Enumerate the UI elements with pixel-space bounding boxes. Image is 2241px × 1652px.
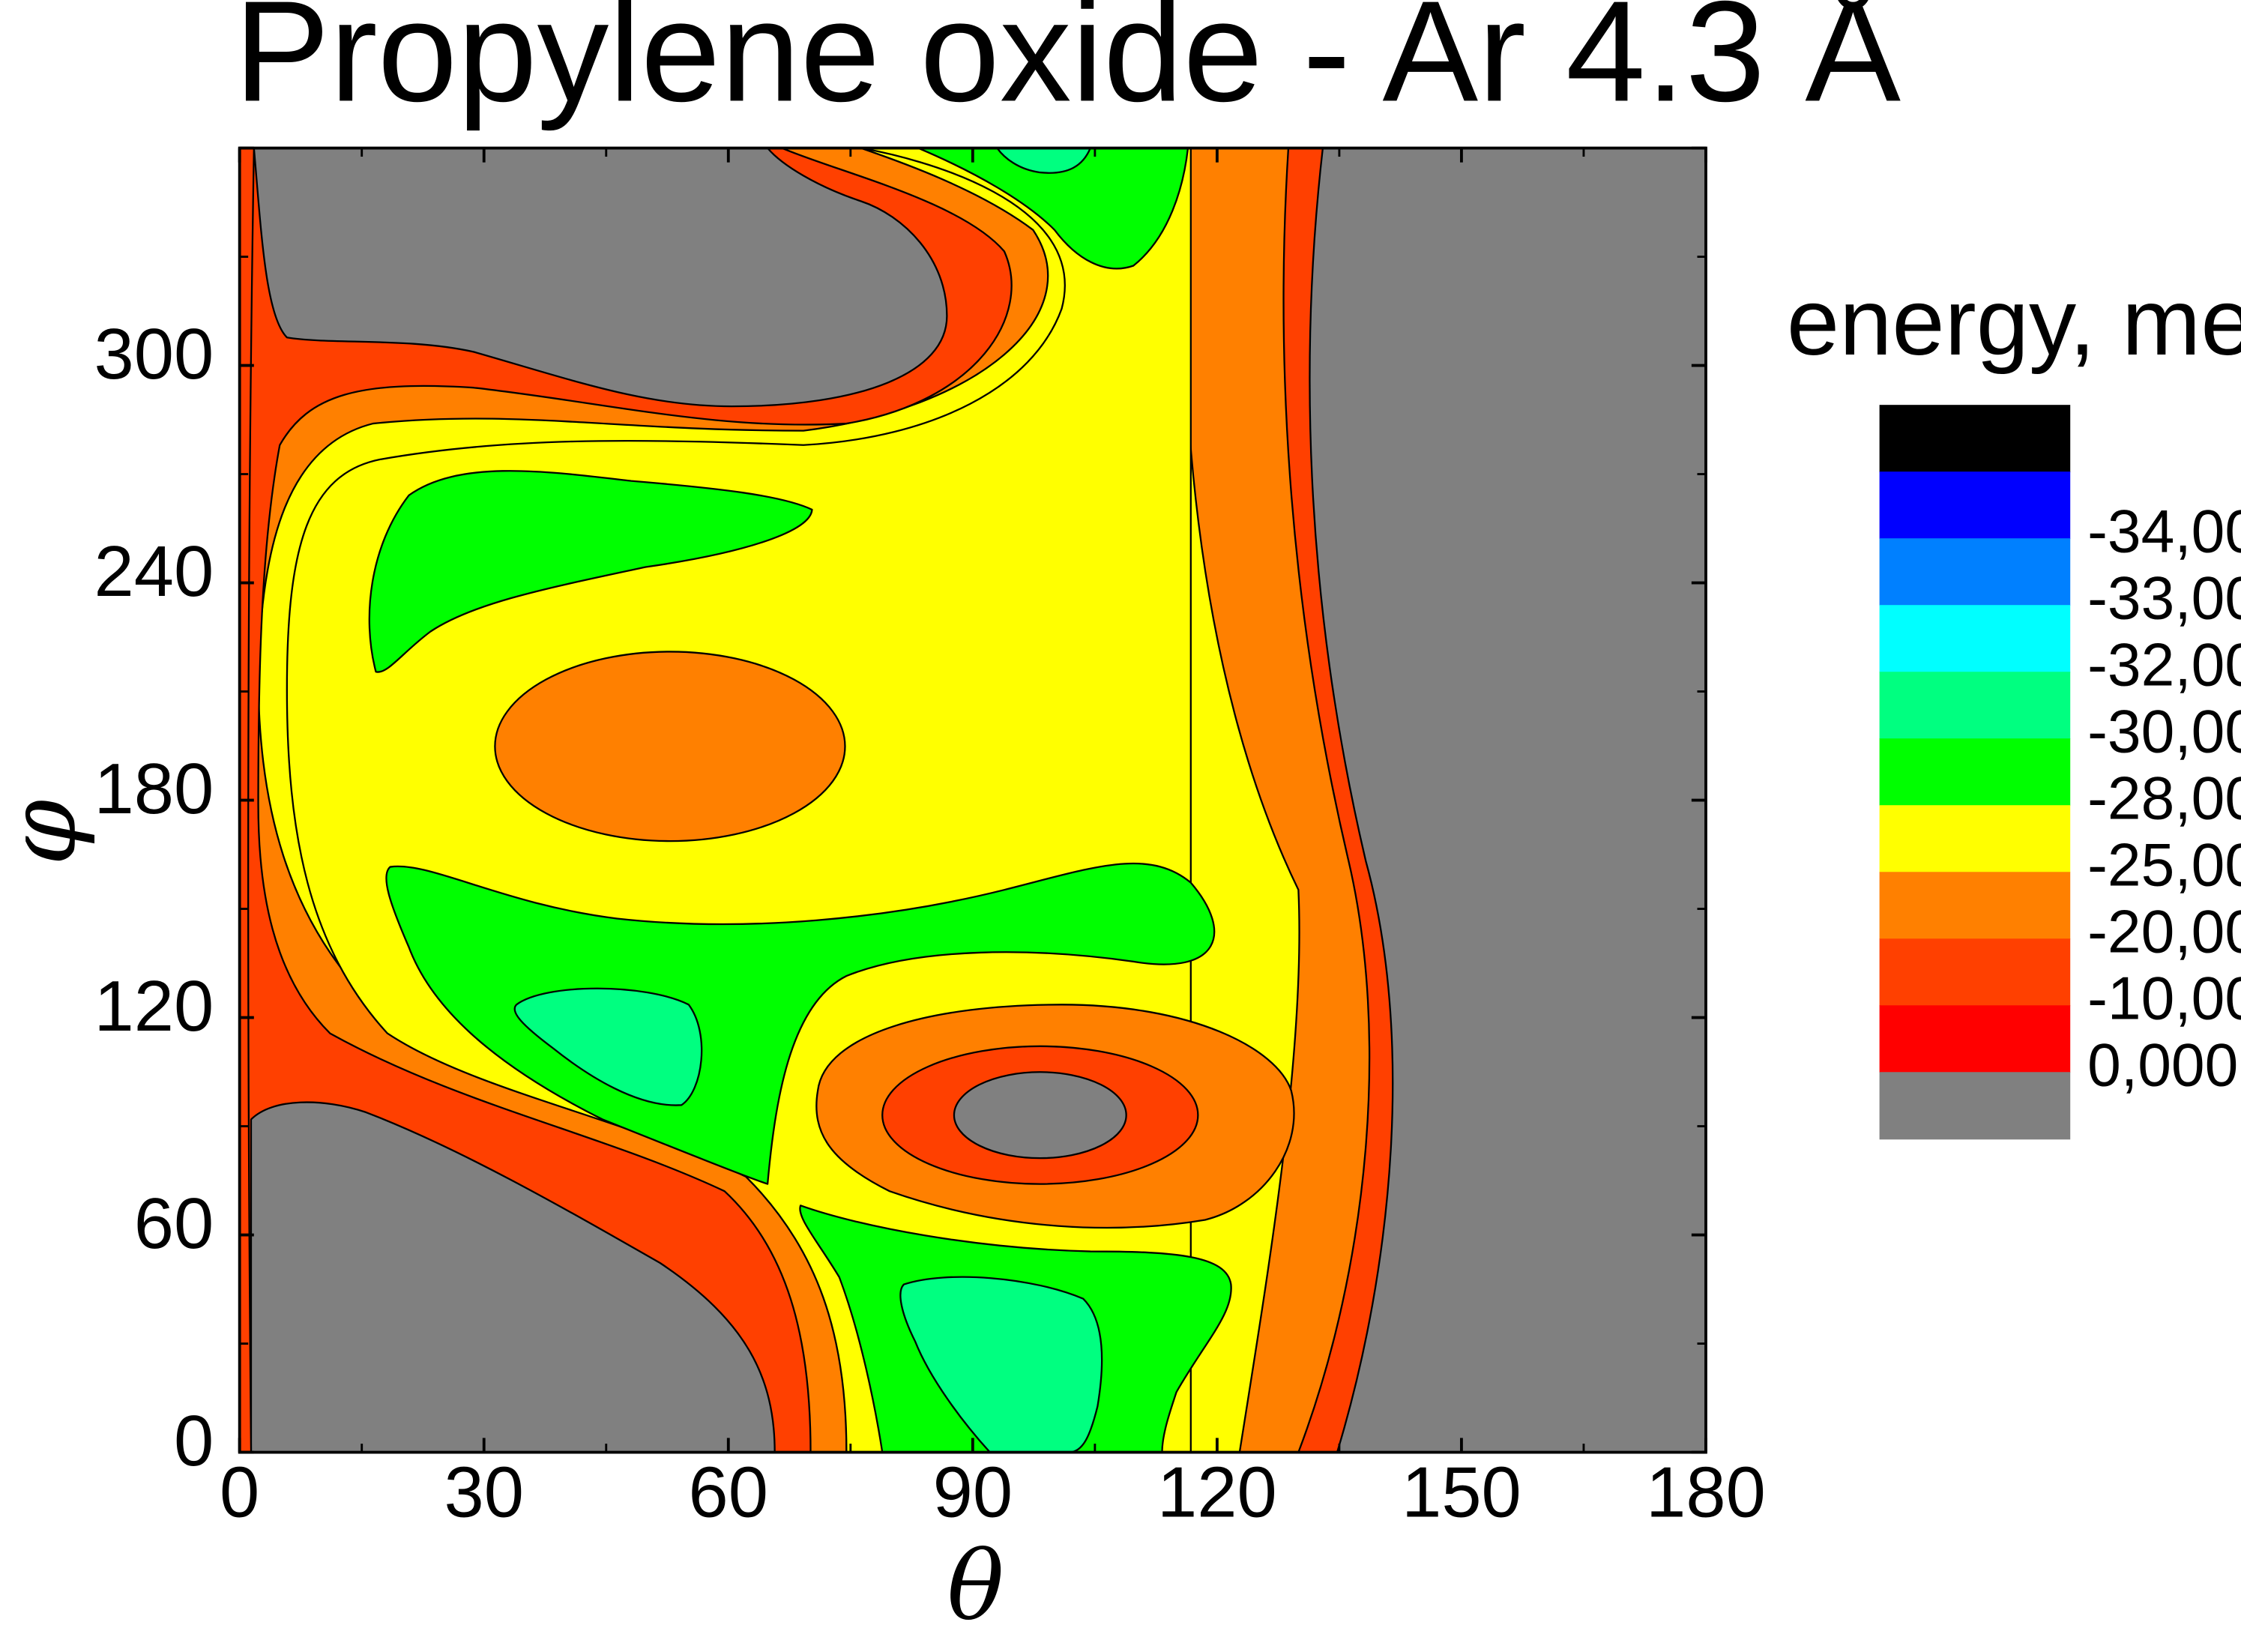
- x-axis-label: θ: [947, 1531, 1004, 1642]
- x-tick-label: 90: [933, 1453, 1013, 1533]
- legend-label: 0,000: [2087, 1031, 2238, 1099]
- legend-swatch: [1879, 872, 2071, 940]
- legend-label: -28,00: [2087, 765, 2241, 832]
- legend-label: -33,00: [2087, 564, 2241, 632]
- mint-pocket-middle: [513, 987, 703, 1106]
- legend-swatch: [1879, 938, 2071, 1007]
- x-tick-label: 60: [689, 1453, 768, 1533]
- x-tick-label: 180: [1646, 1453, 1766, 1533]
- y-tick-label: 300: [94, 314, 214, 394]
- x-tick-label: 120: [1157, 1453, 1277, 1533]
- x-tick-label: 0: [220, 1453, 259, 1533]
- mint-pocket-bottom: [899, 1276, 1103, 1453]
- y-tick-label: 180: [94, 749, 214, 829]
- y-tick-label: 120: [94, 966, 214, 1046]
- y-tick-label: 0: [174, 1401, 214, 1481]
- legend-label: -30,00: [2087, 698, 2241, 765]
- legend-label: -32,00: [2087, 631, 2241, 699]
- x-tick-labels: 0 30 60 90 120 150 180: [220, 1453, 1766, 1533]
- chart-title: Propylene oxide - Ar 4.3 Å: [234, 0, 1901, 131]
- legend-label: -10,00: [2087, 965, 2241, 1032]
- y-tick-label: 240: [94, 531, 214, 612]
- orange-ellipse-island: [494, 651, 846, 842]
- legend-title: energy, meV: [1787, 269, 2241, 375]
- color-legend: -34,00-33,00-32,00-30,00-28,00-25,00-20,…: [1879, 405, 2241, 1140]
- left-wall-band-0-minus10: [239, 148, 1013, 1453]
- left-wall-repulsive-top: [253, 148, 948, 408]
- mint-pocket-top: [996, 148, 1091, 174]
- contour-plot-area: [239, 148, 1706, 1453]
- legend-swatch: [1879, 471, 2071, 540]
- legend-swatch: [1879, 538, 2071, 606]
- x-tick-label: 30: [444, 1453, 524, 1533]
- green-pocket-top: [917, 148, 1189, 270]
- right-wall-repulsive: [1309, 148, 1706, 1453]
- y-axis-label: φ: [0, 799, 97, 865]
- left-wall-repulsive-bottom: [250, 1101, 776, 1453]
- y-tick-label: 60: [134, 1184, 214, 1264]
- legend-swatch: [1879, 405, 2071, 473]
- y-tick-labels: 0 60 120 180 240 300: [94, 314, 214, 1481]
- axis-ticks: [238, 146, 1707, 1454]
- legend-swatch: [1879, 738, 2071, 807]
- legend-swatch: [1879, 1005, 2071, 1073]
- legend-swatch: [1879, 605, 2071, 673]
- legend-label: -20,00: [2087, 898, 2241, 965]
- x-tick-label: 150: [1402, 1453, 1521, 1533]
- legend-label: -25,00: [2087, 831, 2241, 899]
- legend-label: -34,00: [2087, 498, 2241, 565]
- legend-swatch: [1879, 805, 2071, 873]
- green-pocket-upper-left: [368, 470, 813, 673]
- legend-swatch: [1879, 1072, 2071, 1140]
- central-hole-repulsive: [953, 1071, 1127, 1160]
- legend-swatch: [1879, 672, 2071, 740]
- green-band-middle: [385, 862, 1216, 1185]
